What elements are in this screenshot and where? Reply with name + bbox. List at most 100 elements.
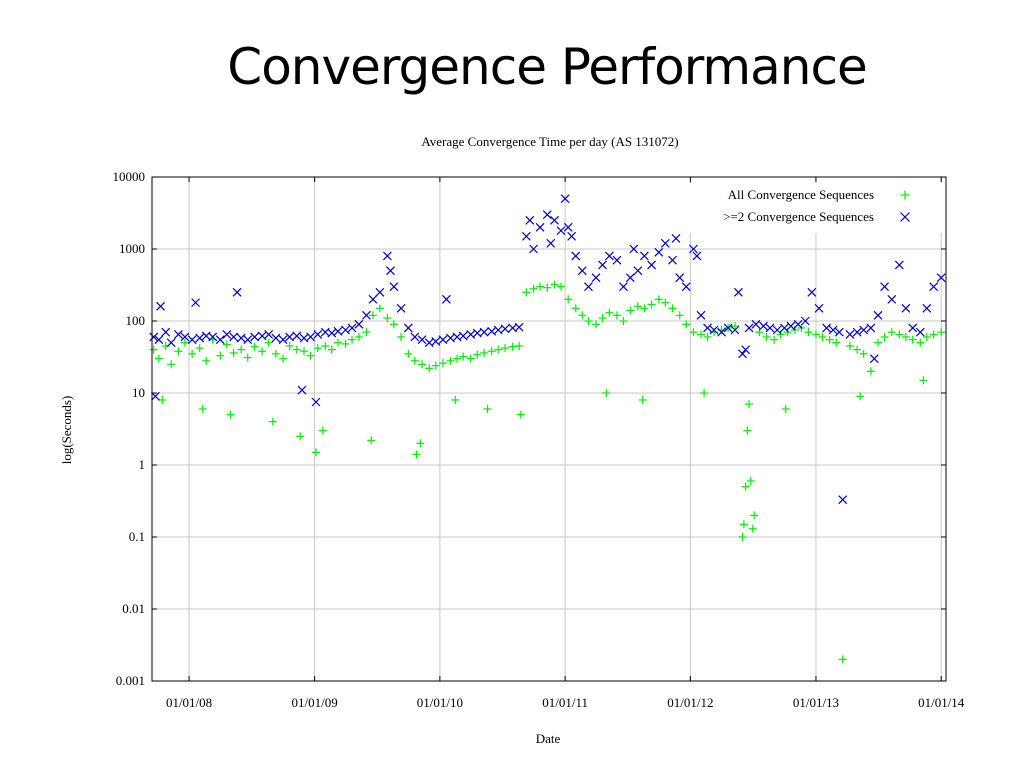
plus-point [487,347,496,356]
x-tick-label: 01/01/12 [667,695,713,710]
cross-point [195,333,205,343]
cross-point [866,323,876,333]
plus-point [675,311,684,320]
plus-point [268,417,277,426]
plus-point [362,328,371,337]
cross-point [215,335,225,345]
cross-point [161,327,171,337]
plus-point [397,332,406,341]
cross-point [741,345,751,355]
cross-point [834,327,844,337]
plus-point [638,395,647,404]
plus-point [804,328,813,337]
plot-frame [151,176,947,682]
cross-point [894,260,904,270]
cross-point [936,273,946,283]
x-tick-label: 01/01/13 [793,695,839,710]
x-tick-label: 01/01/09 [292,695,338,710]
plus-point [327,345,336,354]
plus-point [416,439,425,448]
cross-point [639,251,649,261]
cross-point [166,338,176,348]
cross-point [173,330,183,339]
cross-point [535,222,545,232]
plus-point [584,317,593,325]
cross-point [514,322,524,332]
plus-point [598,314,607,323]
cross-point [814,303,824,313]
plus-point [438,359,447,368]
plus-point [859,349,868,358]
cross-point [619,282,628,292]
y-tick-label: 0.01 [122,601,145,616]
cross-point [880,282,890,292]
plus-point [550,280,559,289]
cross-point [571,251,581,261]
plus-point [880,332,889,341]
plus-point [446,356,455,365]
cross-point [292,331,302,341]
cross-point [717,327,727,337]
cross-point [382,251,392,261]
plus-point [174,347,183,356]
plus-point [564,295,573,304]
cross-point [779,323,789,333]
cross-point [232,287,242,297]
plus-point [418,360,427,369]
cross-point [250,332,260,342]
cross-point [191,298,201,308]
plus-point [543,283,552,292]
cross-point [327,328,337,338]
plus-point [431,361,440,370]
plus-point [571,304,580,313]
series-1 [149,280,946,664]
plus-point [578,311,587,320]
cross-point [584,282,593,292]
legend: All Convergence Sequences >=2 Convergence… [680,183,942,233]
y-tick-label: 0.001 [116,673,145,688]
series-2 [149,194,946,505]
plus-point [296,432,305,441]
cross-point [908,323,918,333]
plus-point [516,410,525,419]
cross-point [417,335,427,345]
plus-point [739,520,748,529]
plus-point [348,335,357,344]
plus-point [451,395,460,404]
cross-point [733,287,743,297]
cross-point [577,266,587,276]
plus-point [887,328,896,337]
plus-point [818,332,827,341]
cross-point [772,325,782,335]
plus-point [741,482,750,491]
plus-point [312,448,321,457]
cross-point [525,215,535,225]
cross-point [703,323,712,333]
plus-point [689,328,698,337]
plus-point [341,339,350,348]
plus-point [222,340,231,349]
cross-point [675,273,685,283]
plus-point [605,308,614,317]
plus-point [412,450,421,459]
cross-point [560,194,570,204]
plus-point [237,345,246,354]
plus-point [937,328,946,337]
plus-point [250,342,259,351]
plus-point [853,345,862,354]
plus-point [180,338,189,347]
y-tick-label: 1 [139,457,146,472]
plus-point [216,351,225,360]
x-axis-label: Date [536,731,561,746]
chart-title: Average Convergence Time per day (AS 131… [421,134,678,149]
plus-point [838,655,847,664]
cross-point [598,260,607,270]
cross-point [654,247,664,257]
plus-point [845,341,854,350]
cross-point [922,303,932,313]
cross-point [333,326,343,336]
plus-point [271,349,280,358]
cross-point [187,335,197,345]
plus-point [149,345,158,354]
plus-point [279,354,288,363]
